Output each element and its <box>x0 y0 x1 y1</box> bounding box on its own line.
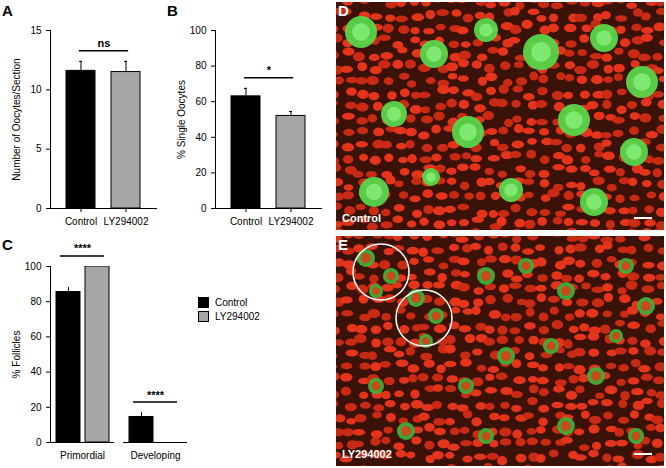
svg-text:5: 5 <box>36 143 42 154</box>
svg-text:****: **** <box>74 242 92 254</box>
svg-text:Developing: Developing <box>130 450 180 461</box>
html-text:C: C <box>2 236 13 253</box>
svg-text:40: 40 <box>30 366 42 377</box>
svg-text:80: 80 <box>30 296 42 307</box>
svg-text:Control: Control <box>342 212 381 224</box>
svg-text:% Follicles: % Follicles <box>11 331 22 379</box>
svg-text:60: 60 <box>195 96 207 107</box>
svg-text:0: 0 <box>36 437 42 448</box>
svg-text:0: 0 <box>201 203 207 214</box>
svg-text:LY294002: LY294002 <box>269 216 314 227</box>
svg-text:Primordial: Primordial <box>60 450 105 461</box>
svg-text:LY294002: LY294002 <box>342 448 392 460</box>
svg-text:% Single Oocytes: % Single Oocytes <box>176 80 187 159</box>
svg-text:0: 0 <box>36 203 42 214</box>
svg-text:20: 20 <box>30 402 42 413</box>
html-text:A: A <box>2 2 13 19</box>
svg-text:100: 100 <box>25 261 42 272</box>
svg-text:80: 80 <box>195 60 207 71</box>
html-text:B: B <box>167 2 178 19</box>
svg-text:Control: Control <box>230 216 262 227</box>
svg-text:Control: Control <box>65 216 97 227</box>
svg-text:ns: ns <box>98 37 111 49</box>
html-text:E: E <box>338 236 348 253</box>
svg-text:10: 10 <box>30 84 42 95</box>
svg-text:Number of Oocytes/Section: Number of Oocytes/Section <box>11 58 22 180</box>
svg-text:20: 20 <box>195 167 207 178</box>
svg-text:40: 40 <box>195 132 207 143</box>
svg-text:*: * <box>267 64 272 76</box>
html-text:LY294002: LY294002 <box>215 311 260 322</box>
svg-text:60: 60 <box>30 331 42 342</box>
html-text:Control: Control <box>215 297 248 308</box>
svg-text:15: 15 <box>30 25 42 36</box>
svg-text:LY294002: LY294002 <box>104 216 149 227</box>
svg-text:****: **** <box>147 389 165 401</box>
svg-text:100: 100 <box>190 25 207 36</box>
html-text:D: D <box>338 2 349 19</box>
